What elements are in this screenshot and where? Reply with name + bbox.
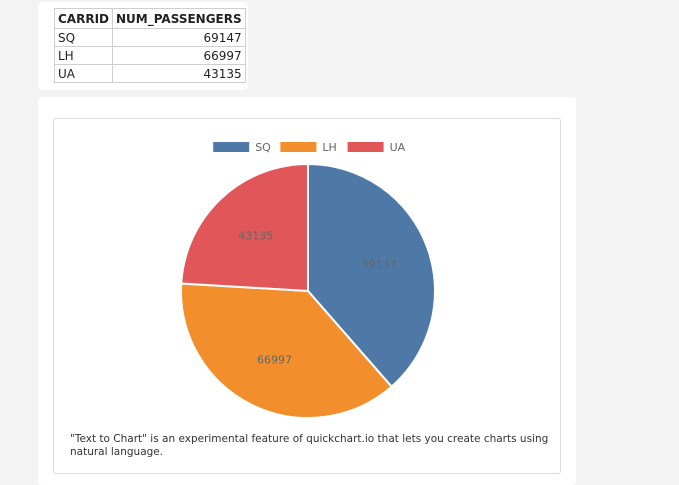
pie-chart: SQ LH UA 69147 66997 43135 [180, 141, 436, 419]
pie-slice-lh[interactable] [180, 282, 393, 419]
cell-carrid: UA [54, 64, 113, 83]
table-row: LH 66997 [54, 46, 246, 65]
chart-card: SQ LH UA 69147 66997 43135 "Text to Chart" i… [38, 97, 576, 485]
legend-swatch-lh[interactable] [280, 142, 317, 152]
legend-label-sq[interactable]: SQ [255, 141, 271, 154]
pie-slices [180, 162, 436, 419]
legend-swatch-ua[interactable] [347, 142, 384, 152]
pie-data-labels: 69147 66997 43135 [238, 230, 397, 367]
data-label-ua: 43135 [238, 230, 273, 243]
legend-label-ua[interactable]: UA [390, 141, 406, 154]
chart-footnote: "Text to Chart" is an experimental featu… [70, 433, 549, 458]
cell-num-passengers: 69147 [112, 28, 246, 47]
table-header-row: CARRID NUM_PASSENGERS [54, 8, 246, 29]
cell-carrid: LH [54, 46, 113, 65]
legend-swatch-sq[interactable] [213, 142, 250, 152]
table-row: SQ 69147 [54, 28, 246, 47]
cell-num-passengers: 43135 [112, 64, 246, 83]
data-table-card: CARRID NUM_PASSENGERS SQ 69147 LH 66997 … [38, 2, 248, 90]
pie-slice-ua[interactable] [180, 162, 309, 293]
data-table: CARRID NUM_PASSENGERS SQ 69147 LH 66997 … [54, 8, 246, 83]
cell-num-passengers: 66997 [112, 46, 246, 65]
legend-label-lh[interactable]: LH [322, 141, 336, 154]
pie-slice-sq[interactable] [307, 162, 436, 389]
header-carrid: CARRID [54, 8, 113, 29]
header-num-passengers: NUM_PASSENGERS [112, 8, 246, 29]
table-row: UA 43135 [54, 64, 246, 83]
chart-container: SQ LH UA 69147 66997 43135 "Text to Chart" i… [53, 118, 561, 474]
data-label-lh: 66997 [257, 353, 292, 366]
cell-carrid: SQ [54, 28, 113, 47]
data-label-sq: 69147 [362, 258, 397, 271]
chart-legend: SQ LH UA [213, 141, 406, 154]
